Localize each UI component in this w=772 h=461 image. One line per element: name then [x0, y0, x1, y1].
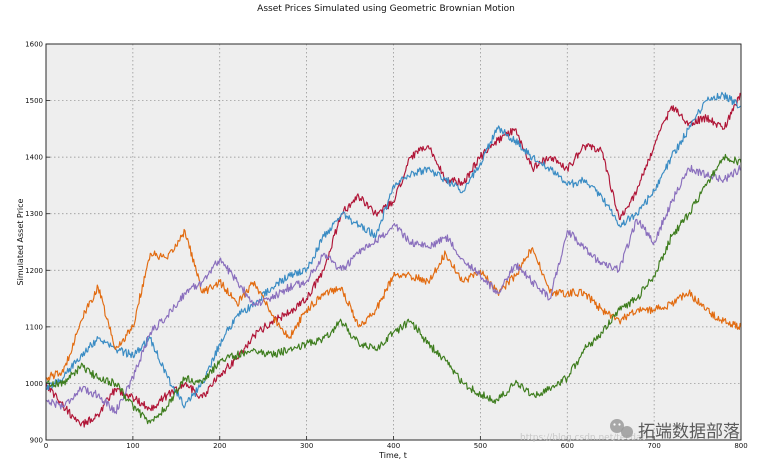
x-tick-label: 0 [44, 442, 48, 450]
series-group [45, 91, 742, 428]
series-line-3 [45, 228, 742, 381]
series-line-1 [45, 92, 742, 428]
y-tick-label: 900 [30, 437, 43, 445]
wechat-icon [610, 419, 633, 438]
x-tick-label: 500 [474, 442, 487, 450]
x-tick-label: 100 [126, 442, 139, 450]
series-line-5 [45, 153, 742, 425]
watermark-brand: 拓端数据部落 [638, 422, 740, 442]
x-tick-label: 600 [561, 442, 574, 450]
x-tick-label: 200 [213, 442, 226, 450]
x-axis-label: Time, t [378, 451, 407, 460]
series-line-2 [45, 91, 742, 409]
y-tick-label: 1000 [25, 380, 43, 388]
x-tick-label: 700 [647, 442, 660, 450]
x-tick-label: 400 [387, 442, 400, 450]
y-tick-label: 1200 [25, 267, 43, 275]
x-tick-label: 800 [734, 442, 747, 450]
watermark-url: https://blog.csdn.net/tecdat [520, 433, 646, 443]
y-tick-label: 1600 [25, 41, 43, 49]
y-tick-label: 1400 [25, 154, 43, 162]
plot-area [45, 43, 742, 441]
y-tick-label: 1500 [25, 97, 43, 105]
y-axis-ticks: 900 1000 1100 1200 1300 1400 1500 1600 [25, 41, 50, 445]
series-line-4 [45, 164, 742, 415]
x-tick-label: 300 [300, 442, 313, 450]
watermark: https://blog.csdn.net/tecdat 拓端数据部落 [520, 419, 740, 443]
y-tick-label: 1100 [25, 323, 43, 331]
y-axis-label: Simulated Asset Price [16, 198, 25, 285]
y-tick-label: 1300 [25, 210, 43, 218]
chart-title: Asset Prices Simulated using Geometric B… [257, 4, 515, 14]
x-axis-ticks: 0 100 200 300 400 500 600 700 800 [44, 436, 748, 450]
